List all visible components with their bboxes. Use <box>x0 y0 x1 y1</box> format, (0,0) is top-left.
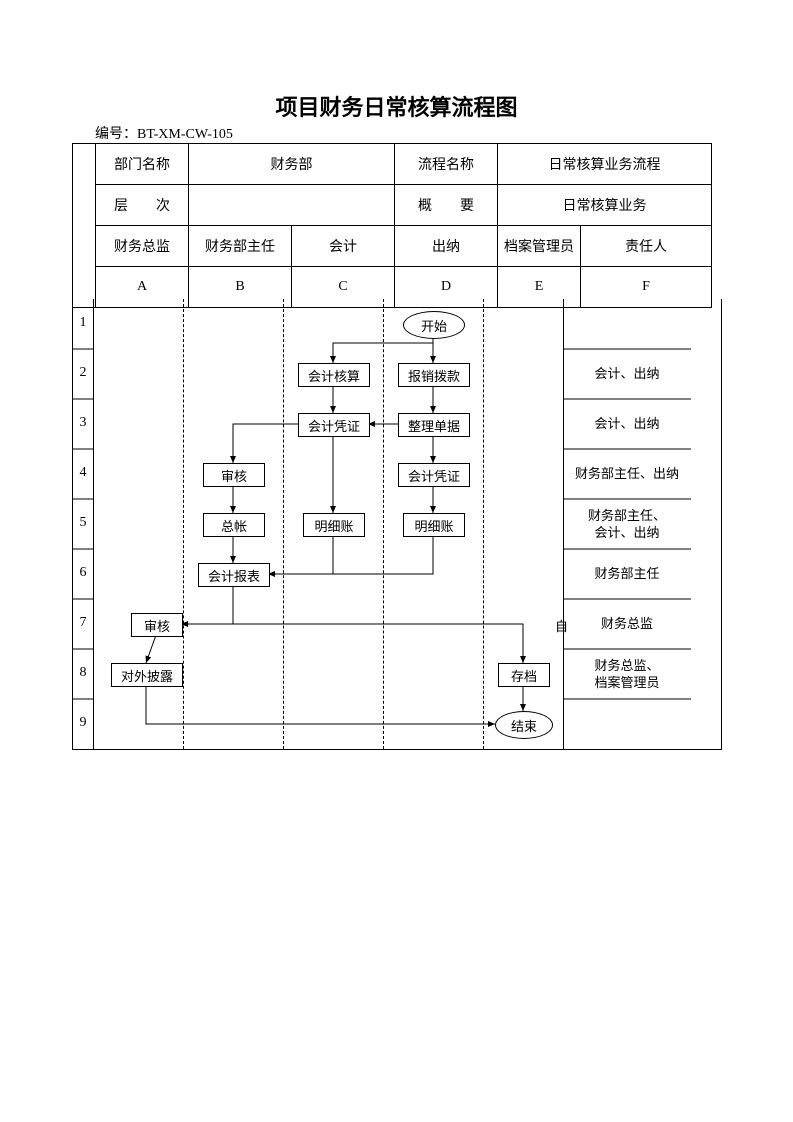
row-number: 2 <box>73 365 93 381</box>
node-mx_c: 明细账 <box>303 513 365 537</box>
node-zz: 总帐 <box>203 513 265 537</box>
hdr-r3c3: 会计 <box>292 226 395 267</box>
row-number: 6 <box>73 565 93 581</box>
node-sh_a: 审核 <box>131 613 183 637</box>
responsible-cell: 会计、出纳 <box>563 416 691 433</box>
responsible-cell: 财务部主任 <box>563 566 691 583</box>
node-pz_c: 会计凭证 <box>298 413 370 437</box>
stray-text: 自 <box>555 616 568 635</box>
row-number: 7 <box>73 615 93 631</box>
responsible-cell: 财务总监 <box>563 616 691 633</box>
hdr-r1c2: 财务部 <box>189 144 395 185</box>
hdr-r1c1: 部门名称 <box>96 144 189 185</box>
row-number: 8 <box>73 665 93 681</box>
hdr-r2c2 <box>189 185 395 226</box>
node-sh_b: 审核 <box>203 463 265 487</box>
hdr-r2c1: 层 次 <box>96 185 189 226</box>
hdr-r3c5: 档案管理员 <box>498 226 581 267</box>
row-number: 3 <box>73 415 93 431</box>
row-number: 4 <box>73 465 93 481</box>
hdr-r2c4: 日常核算业务 <box>498 185 712 226</box>
node-mx_d: 明细账 <box>403 513 465 537</box>
node-cd: 存档 <box>498 663 550 687</box>
numcol-blank <box>73 144 96 308</box>
row-number: 5 <box>73 515 93 531</box>
hdr-r3c1: 财务总监 <box>96 226 189 267</box>
header-table-wrap: 部门名称 财务部 流程名称 日常核算业务流程 层 次 概 要 日常核算业务 财务… <box>72 143 712 308</box>
hdr-r1c4: 日常核算业务流程 <box>498 144 712 185</box>
hdr-r1c3: 流程名称 <box>395 144 498 185</box>
flowchart-area: 123456789会计、出纳会计、出纳财务部主任、出纳财务部主任、会计、出纳财务… <box>72 299 722 750</box>
node-hs: 会计核算 <box>298 363 370 387</box>
hdr-r2c3: 概 要 <box>395 185 498 226</box>
row-number: 1 <box>73 315 93 331</box>
hdr-r3c6: 责任人 <box>581 226 712 267</box>
node-start: 开始 <box>403 311 465 339</box>
node-zl: 整理单据 <box>398 413 470 437</box>
hdr-r3c2: 财务部主任 <box>189 226 292 267</box>
node-bx: 报销拨款 <box>398 363 470 387</box>
node-end: 结束 <box>495 711 553 739</box>
header-table: 部门名称 财务部 流程名称 日常核算业务流程 层 次 概 要 日常核算业务 财务… <box>72 143 712 308</box>
responsible-cell: 财务部主任、会计、出纳 <box>563 508 691 542</box>
node-pl: 对外披露 <box>111 663 183 687</box>
row-number: 9 <box>73 715 93 731</box>
responsible-cell: 财务总监、档案管理员 <box>563 658 691 692</box>
doc-code: 编号：BT-XM-CW-105 <box>95 123 233 143</box>
responsible-cell: 会计、出纳 <box>563 366 691 383</box>
responsible-cell: 财务部主任、出纳 <box>563 466 691 483</box>
hdr-r3c4: 出纳 <box>395 226 498 267</box>
node-pz_d: 会计凭证 <box>398 463 470 487</box>
page-title: 项目财务日常核算流程图 <box>0 90 793 122</box>
node-bb: 会计报表 <box>198 563 270 587</box>
